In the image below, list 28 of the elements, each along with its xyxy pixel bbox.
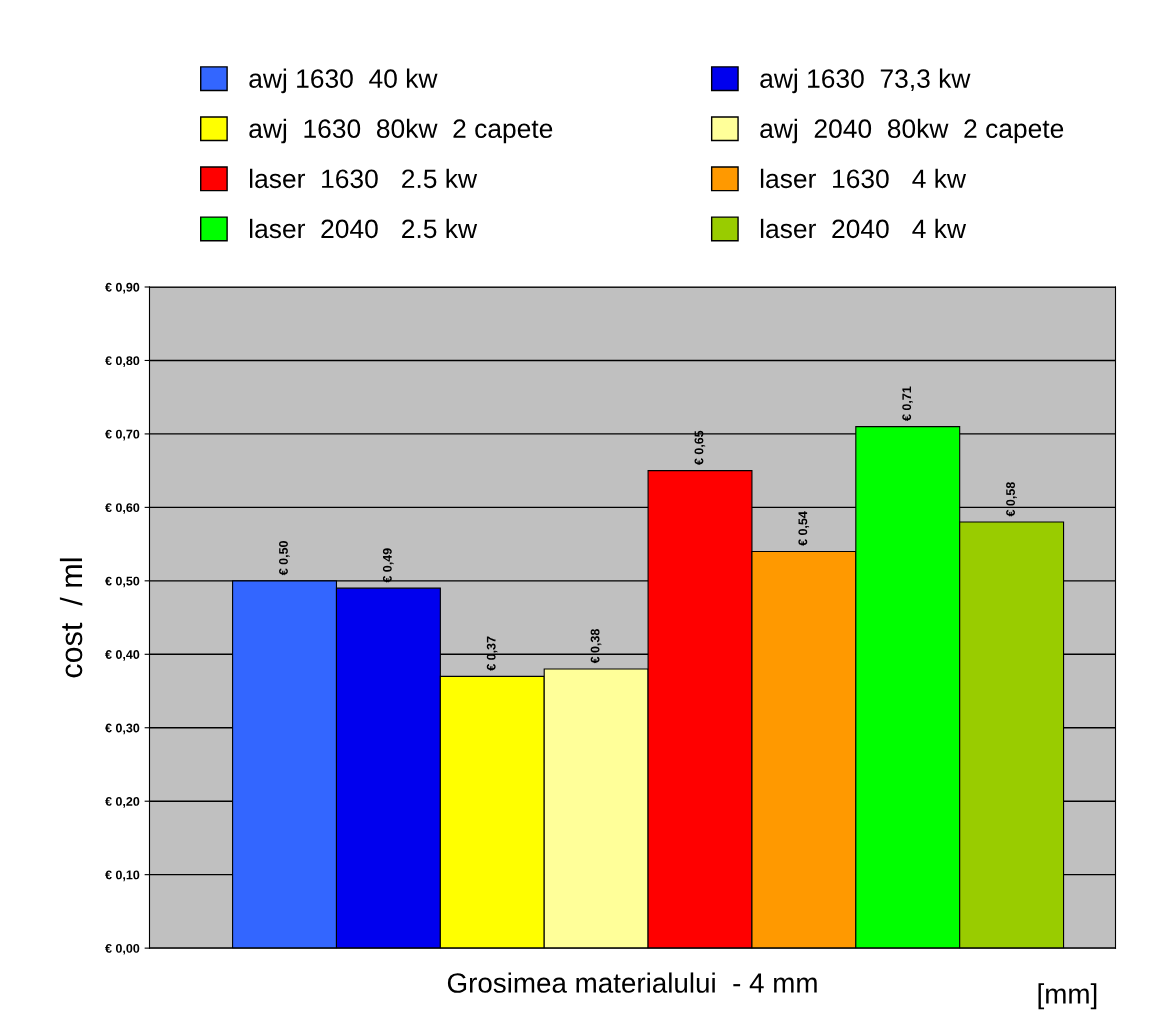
x-axis-title: Grosimea materialului - 4 mm [447,972,817,993]
data-label: € 0,50 [279,541,290,576]
data-label: € 0,71 [902,386,913,421]
data-label: € 0,65 [694,430,706,466]
legend-label: awj 1630 40 kw [249,68,438,94]
legend-label: awj 2040 80kw 2 capete [760,118,1064,144]
data-label: € 0,49 [382,548,394,583]
legend-label: laser 2040 4 kw [760,218,967,239]
y-tick-label: € 0,20 [105,797,140,808]
y-tick-label: € 0,70 [105,429,140,441]
y-tick-label: € 0,00 [105,943,140,955]
legend-label: laser 1630 2.5 kw [250,168,478,189]
y-tick-label: € 0,30 [105,723,140,735]
legend-label: awj 1630 73,3 kw [760,68,971,94]
y-tick-label: € 0,90 [105,282,140,294]
legend-label: laser 1630 4 kw [760,168,967,189]
data-label: € 0,38 [590,629,602,664]
y-tick-label: € 0,10 [105,870,140,882]
y-tick-label: € 0,40 [105,650,140,661]
data-label: € 0,54 [798,511,810,546]
y-tick-label: € 0,60 [105,503,140,514]
legend-label: awj 1630 80kw 2 capete [249,118,553,144]
y-tick-label: € 0,80 [105,356,140,367]
text: [mm] [1038,983,1097,1010]
data-label: € 0,58 [1006,482,1017,517]
legend-label: laser 2040 2.5 kw [250,218,478,239]
y-tick-label: € 0,50 [105,576,140,588]
y-axis-title: cost / ml [59,558,83,678]
